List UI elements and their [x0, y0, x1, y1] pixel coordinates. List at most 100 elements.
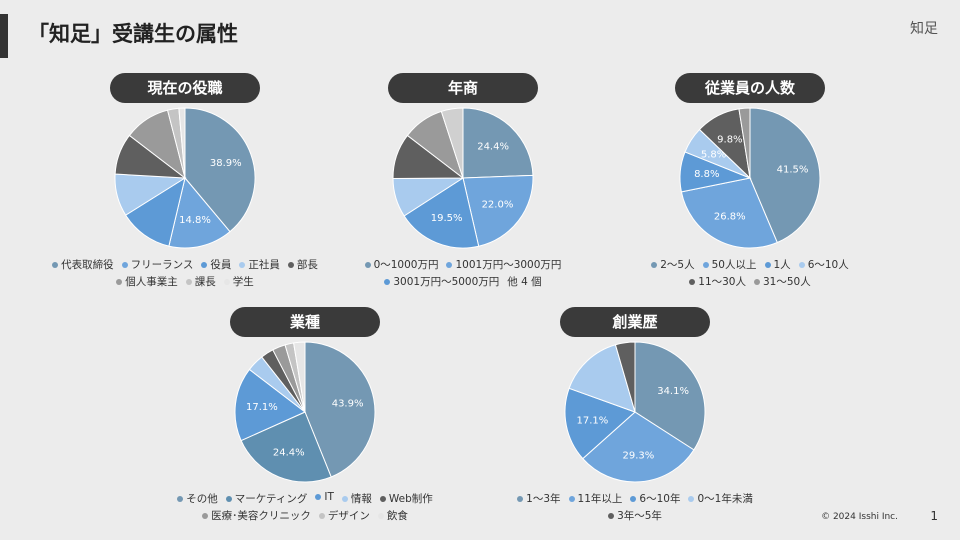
- data-label: 43.9%: [332, 399, 364, 410]
- legend-item: 1人: [764, 257, 791, 272]
- legend-label: 学生: [232, 276, 254, 288]
- legend-label: デザイン: [327, 510, 370, 522]
- legend-swatch: [287, 262, 294, 268]
- data-label: 26.8%: [714, 211, 746, 222]
- pie-slice: [462, 107, 534, 179]
- legend-label: 飲食: [386, 510, 408, 522]
- chart-title: 年商: [388, 73, 538, 103]
- legend-item: 1〜3年: [517, 491, 561, 506]
- data-label: 34.1%: [657, 386, 689, 397]
- legend-item: 個人事業主: [116, 274, 178, 289]
- data-label: 24.4%: [477, 142, 509, 153]
- legend-swatch: [223, 279, 230, 285]
- data-label: 17.1%: [577, 415, 609, 426]
- pie-slice: [582, 411, 695, 483]
- legend-swatch: [377, 513, 384, 519]
- legend-swatch: [517, 496, 524, 502]
- legend-label: 3年〜5年: [617, 510, 662, 522]
- pie-slice: [178, 107, 186, 179]
- legend-label: 1人: [773, 259, 791, 271]
- legend-item: 正社員: [239, 257, 280, 272]
- chart-title: 現在の役職: [110, 73, 260, 103]
- pie-slice: [680, 177, 778, 249]
- pie-slice: [738, 107, 751, 179]
- legend: 2〜5人 50人以上 1人 6〜10人 11〜30人 31〜50人: [620, 257, 880, 289]
- legend-label: その他: [186, 493, 218, 505]
- chart: 創業歴 34.1% 29.3% 17.1% 1〜3年 11年以上 6〜10年 0〜1年未満 3年…: [490, 307, 780, 523]
- pie: 34.1% 29.3% 17.1%: [564, 341, 706, 483]
- legend-swatch: [379, 496, 386, 502]
- legend-item: フリーランス: [121, 257, 194, 272]
- legend-swatch: [315, 494, 322, 500]
- legend-swatch: [341, 496, 348, 502]
- legend-swatch: [116, 279, 123, 285]
- legend-item: 6〜10人: [798, 257, 849, 272]
- copyright: © 2024 Isshi Inc.: [821, 512, 898, 522]
- legend-swatch: [185, 279, 192, 285]
- chart: 従業員の人数 41.5% 26.8% 8.8% 5.8% 9.8% 2〜5人 50人以上 1人 6…: [620, 73, 880, 289]
- legend-swatch: [364, 262, 371, 268]
- data-label: 41.5%: [777, 164, 809, 175]
- data-label: 29.3%: [623, 450, 655, 461]
- legend-label: 課長: [194, 276, 216, 288]
- legend-swatch: [384, 279, 391, 285]
- chart: 年商 24.4% 22.0% 19.5% 0〜1000万円 1001万円〜3000万円 30…: [338, 73, 588, 289]
- legend-swatch: [201, 262, 208, 268]
- legend-label: Web制作: [388, 493, 433, 505]
- pie-slice: [240, 411, 332, 483]
- legend-swatch: [702, 262, 709, 268]
- legend-label: 医療･美容クリニック: [211, 510, 311, 522]
- pie-slice: [304, 341, 376, 478]
- legend-item: 11〜30人: [689, 274, 746, 289]
- legend-item: 役員: [201, 257, 231, 272]
- data-label: 8.8%: [694, 169, 719, 180]
- legend-item: 50人以上: [702, 257, 757, 272]
- legend-item: 2〜5人: [651, 257, 695, 272]
- pie: 38.9% 14.8%: [114, 107, 256, 249]
- legend-item: 3001万円〜5000万円: [384, 274, 499, 289]
- legend-item: 学生: [223, 274, 254, 289]
- legend-item: IT: [315, 491, 334, 506]
- legend-label: 11〜30人: [698, 276, 746, 288]
- pie-slice: [184, 107, 256, 233]
- legend-label: 正社員: [248, 259, 280, 271]
- legend-swatch: [202, 513, 209, 519]
- legend-swatch: [798, 262, 805, 268]
- legend-label: フリーランス: [130, 259, 194, 271]
- legend-item: 情報: [341, 491, 372, 506]
- legend-item: 代表取締役: [52, 257, 114, 272]
- legend-swatch: [754, 279, 760, 285]
- legend-label: 情報: [350, 493, 372, 505]
- legend-label: 0〜1000万円: [373, 259, 439, 271]
- legend: その他 マーケティング IT 情報 Web制作医療･美容クリニック デザイン 飲食: [150, 491, 460, 523]
- pie-slice: [749, 107, 821, 244]
- chart-title: 従業員の人数: [675, 73, 825, 103]
- legend-label: マーケティング: [234, 493, 308, 505]
- legend-swatch: [121, 262, 128, 268]
- legend-item: 1001万円〜3000万円: [446, 257, 561, 272]
- legend-item: 医療･美容クリニック: [202, 508, 311, 523]
- logo: 知足: [910, 21, 938, 37]
- legend-label: 2〜5人: [660, 259, 695, 271]
- title-bar: [0, 14, 8, 58]
- pie: 24.4% 22.0% 19.5%: [392, 107, 534, 249]
- legend: 代表取締役 フリーランス 役員 正社員 部長個人事業主 課長 学生: [40, 257, 330, 289]
- legend-swatch: [608, 513, 615, 519]
- legend-item: 31〜50人: [754, 274, 811, 289]
- legend-item: 6〜10年: [630, 491, 680, 506]
- chart-title: 創業歴: [560, 307, 710, 337]
- legend-swatch: [225, 496, 232, 502]
- data-label: 5.8%: [701, 149, 726, 160]
- pie-slice: [293, 341, 306, 413]
- legend-label: 11年以上: [577, 493, 623, 505]
- legend-label: 個人事業主: [125, 276, 178, 288]
- chart-title: 業種: [230, 307, 380, 337]
- legend-swatch: [177, 496, 184, 502]
- legend-label: 50人以上: [711, 259, 757, 271]
- legend-swatch: [688, 496, 695, 502]
- legend: 1〜3年 11年以上 6〜10年 0〜1年未満 3年〜5年: [490, 491, 780, 523]
- legend-item: 部長: [287, 257, 318, 272]
- legend-label: 0〜1年未満: [697, 493, 753, 505]
- data-label: 24.4%: [273, 447, 305, 458]
